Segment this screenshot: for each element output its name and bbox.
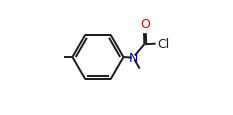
Text: N: N [129,52,138,65]
Text: Cl: Cl [158,38,170,51]
Text: O: O [140,18,150,30]
